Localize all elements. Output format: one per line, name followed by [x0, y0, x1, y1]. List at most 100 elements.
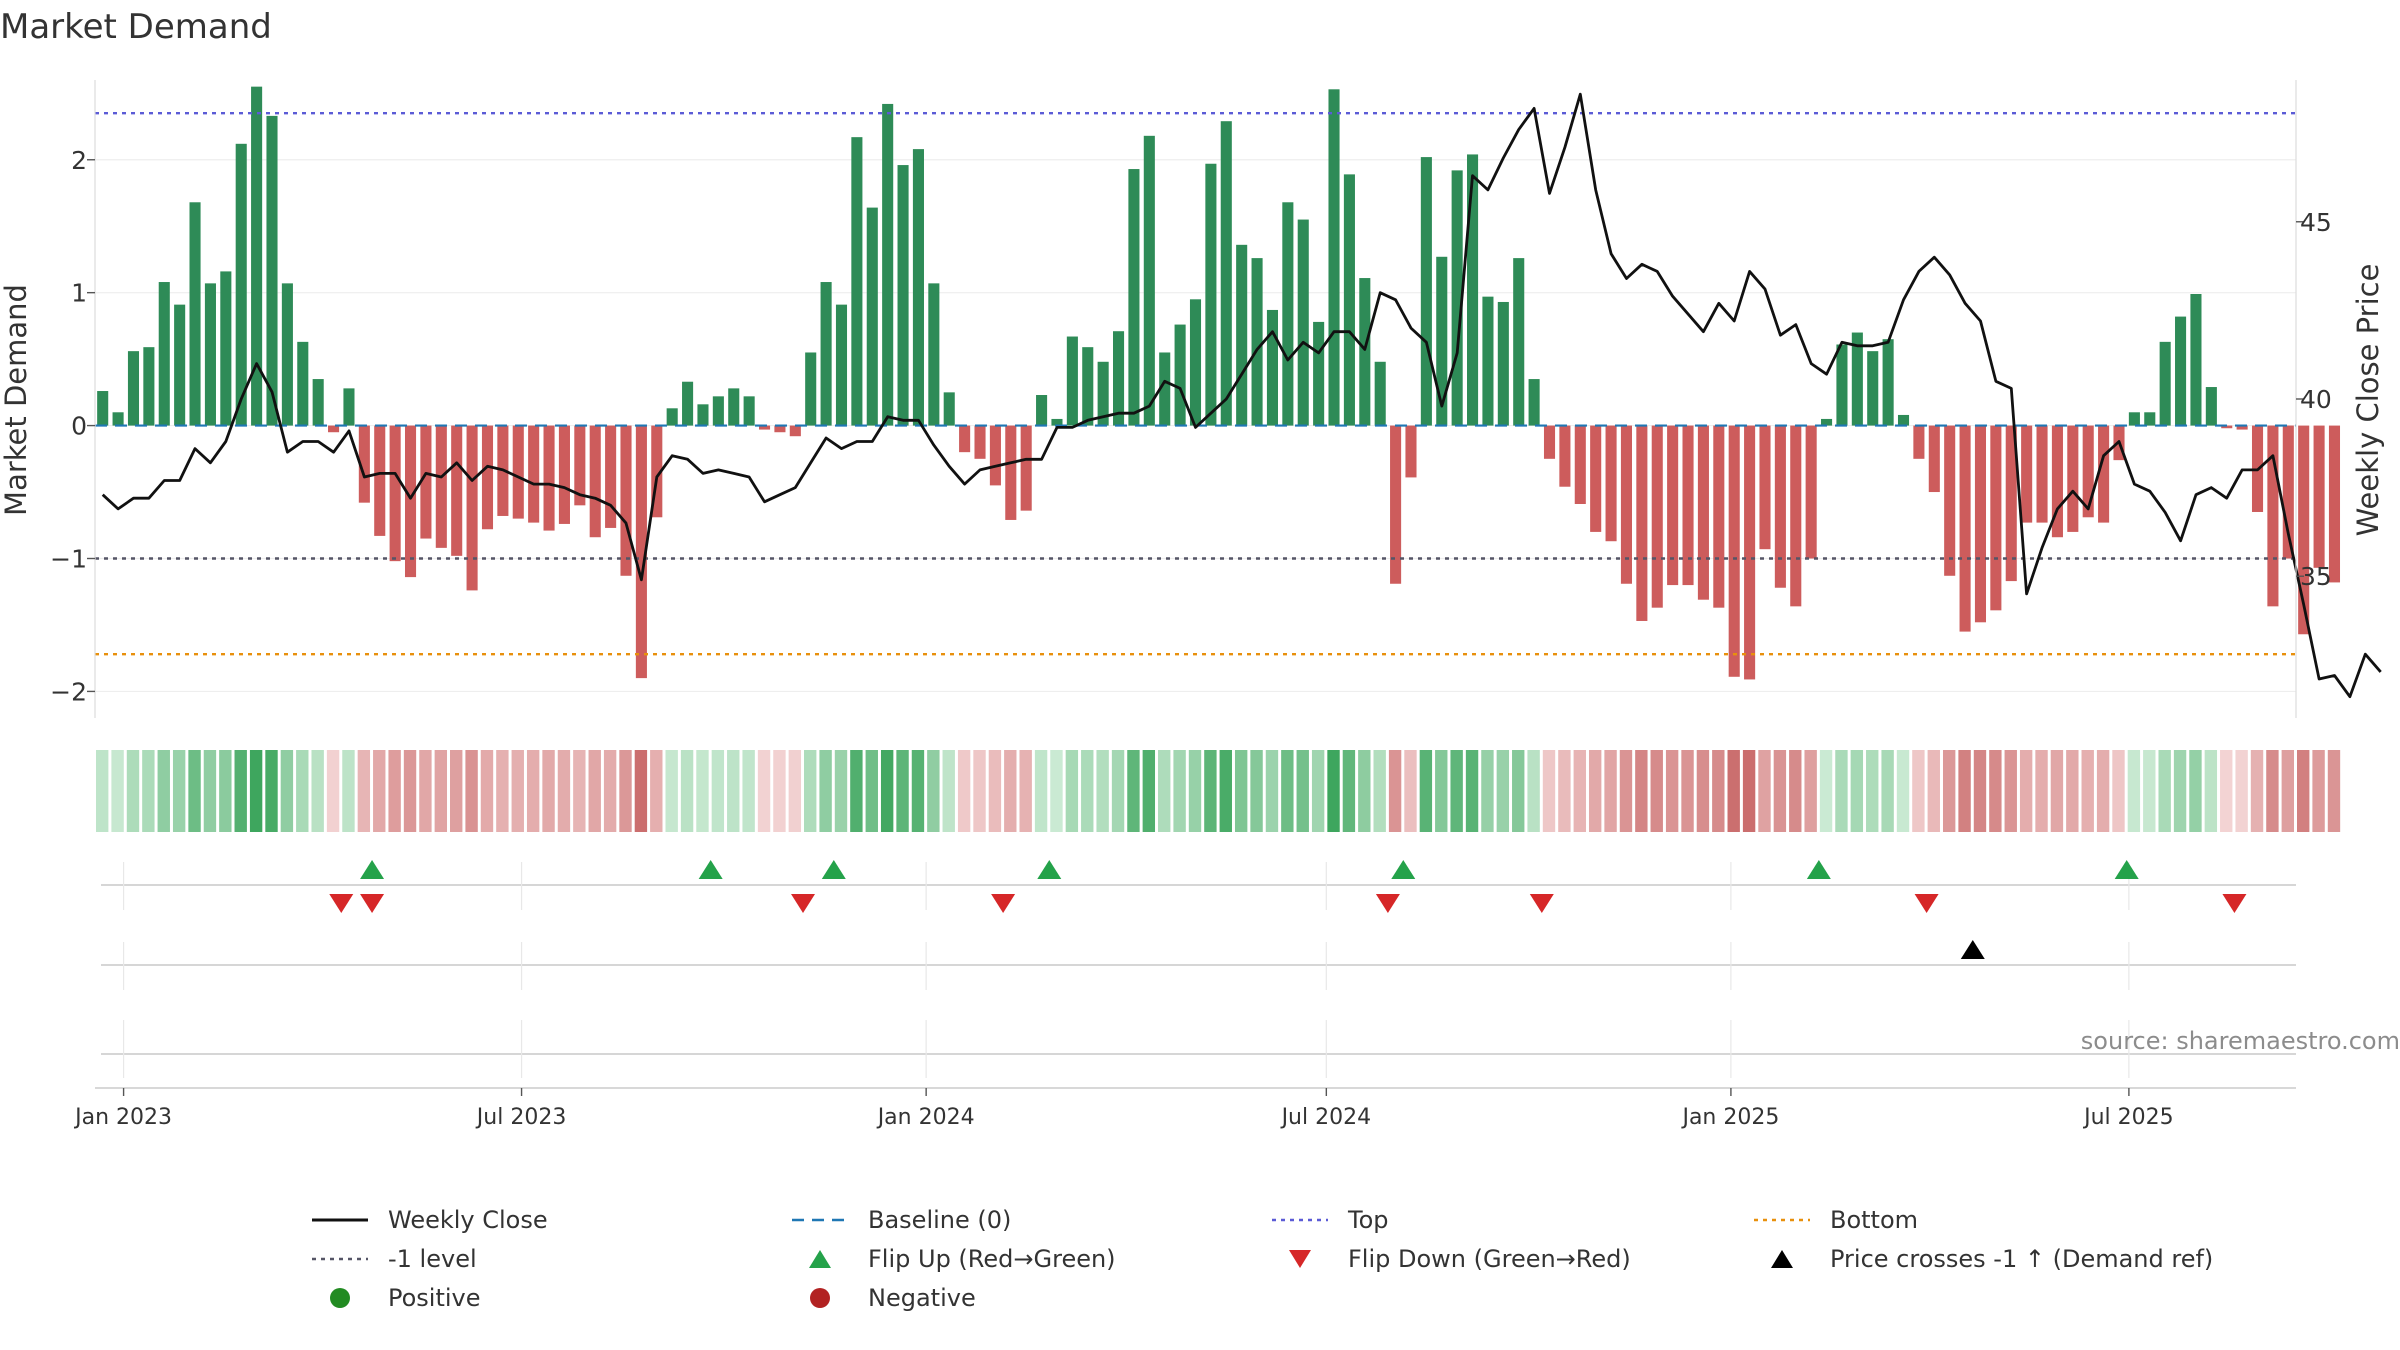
heat-strip-cell — [942, 750, 955, 832]
demand-bar-positive — [1282, 202, 1294, 426]
demand-bar-positive — [1420, 157, 1432, 426]
demand-bar-positive — [882, 103, 894, 426]
heat-strip-cell — [1496, 750, 1510, 832]
heat-strip-cell — [573, 750, 586, 832]
demand-bar-negative — [2005, 425, 2017, 582]
demand-bar-positive — [1897, 414, 1910, 426]
demand-bar-negative — [1944, 425, 1956, 576]
demand-bar-negative — [2298, 425, 2310, 635]
heat-strip-cell — [1773, 750, 1787, 832]
demand-bar-positive — [928, 283, 940, 426]
demand-bar-negative — [1959, 425, 1971, 632]
heat-strip-cell — [1019, 750, 1032, 832]
demand-bar-positive — [1482, 296, 1494, 426]
heat-strip-cell — [1065, 750, 1079, 832]
heat-strip-cell — [1388, 750, 1402, 832]
heat-strip-cell — [1850, 750, 1864, 832]
demand-bar-negative — [2067, 425, 2079, 532]
demand-bar-positive — [743, 396, 755, 426]
heat-strip-cell — [957, 750, 971, 832]
heat-strip-cell — [1373, 750, 1386, 832]
heat-strip-cell — [1142, 750, 1156, 832]
flip-up-marker — [2114, 860, 2139, 879]
flip-up-marker — [1391, 860, 1416, 879]
demand-bar-negative — [1744, 425, 1756, 680]
demand-bar-negative — [2051, 425, 2063, 538]
demand-heat-strip — [96, 750, 2341, 832]
demand-bar-negative — [574, 425, 586, 506]
demand-bar-positive — [820, 282, 832, 426]
heat-strip-cell — [357, 750, 371, 832]
heat-strip-cell — [296, 750, 309, 832]
heat-strip-cell — [788, 750, 802, 832]
heat-strip-cell — [1681, 750, 1694, 832]
heat-strip-cell — [496, 750, 509, 832]
heat-strip-cell — [1450, 750, 1463, 832]
demand-bar-negative — [1605, 425, 1617, 542]
demand-bar-negative — [404, 425, 417, 578]
demand-bar-positive — [220, 271, 232, 426]
demand-bar-positive — [1467, 154, 1479, 426]
heat-strip-cell — [480, 750, 494, 832]
demand-bar-positive — [1528, 379, 1540, 426]
demand-bar-positive — [112, 412, 124, 426]
heat-strip-cell — [188, 750, 201, 832]
demand-bar-positive — [1066, 336, 1078, 426]
heat-strip-cell — [2112, 750, 2125, 832]
demand-bar-negative — [1805, 425, 1817, 559]
heat-strip-cell — [1573, 750, 1586, 832]
demand-bar-negative — [635, 425, 647, 679]
heat-strip-cell — [157, 750, 170, 832]
heat-strip-cell — [1435, 750, 1448, 832]
x-tick-label: Jan 2025 — [1680, 1105, 1779, 1130]
demand-bar-positive — [1451, 170, 1463, 426]
heat-strip-cell — [219, 750, 232, 832]
event-markers — [101, 860, 2296, 1078]
y-axis-right-label: Weekly Close Price — [2351, 264, 2385, 537]
demand-bar-positive — [1174, 324, 1186, 426]
heat-strip-cell — [280, 750, 294, 832]
demand-bar-negative — [2021, 425, 2033, 523]
heat-strip-cell — [927, 750, 940, 832]
flip-down-marker — [1375, 894, 1400, 913]
heat-strip-cell — [773, 750, 786, 832]
demand-bar-positive — [1082, 347, 1094, 426]
heat-strip-cell — [526, 750, 540, 832]
demand-bar-positive — [266, 115, 278, 426]
heat-strip-cell — [1096, 750, 1109, 832]
demand-bar-negative — [466, 425, 478, 591]
demand-bar-positive — [682, 381, 694, 426]
demand-bar-positive — [2159, 341, 2171, 426]
demand-bar-positive — [1097, 361, 1109, 426]
x-tick-label: Jan 2024 — [876, 1105, 975, 1130]
demand-bar-positive — [1374, 361, 1386, 426]
y-tick-label-right: 40 — [2300, 385, 2332, 414]
demand-bar-positive — [897, 165, 909, 426]
demand-bar-positive — [1189, 299, 1202, 426]
heat-strip-cell — [1973, 750, 1987, 832]
heat-strip-cell — [1481, 750, 1494, 832]
demand-bar-positive — [2205, 387, 2217, 426]
heat-strip-cell — [434, 750, 448, 832]
heat-strip-cell — [2173, 750, 2187, 832]
heat-strip-cell — [2096, 750, 2110, 832]
demand-bar-positive — [1359, 278, 1371, 426]
heat-strip-cell — [403, 750, 417, 832]
demand-bar-positive — [127, 351, 140, 426]
heat-strip-cell — [588, 750, 601, 832]
heat-strip-cell — [1912, 750, 1925, 832]
demand-bar-positive — [97, 391, 109, 426]
heat-strip-cell — [1342, 750, 1356, 832]
flip-down-marker — [329, 894, 354, 913]
heat-strip-cell — [111, 750, 124, 832]
demand-bar-negative — [1928, 425, 1940, 493]
heat-strip-cell — [603, 750, 617, 832]
axes: 2 1 0 −1 −2 45 40 35 — [50, 80, 2332, 718]
demand-bar-positive — [2144, 412, 2156, 426]
heat-strip-cell — [2312, 750, 2325, 832]
demand-bar-negative — [1974, 425, 1987, 623]
demand-bar-negative — [1682, 425, 1694, 586]
demand-bar-negative — [1636, 425, 1648, 621]
demand-bar-negative — [2313, 425, 2325, 568]
demand-bar-negative — [1390, 425, 1402, 584]
